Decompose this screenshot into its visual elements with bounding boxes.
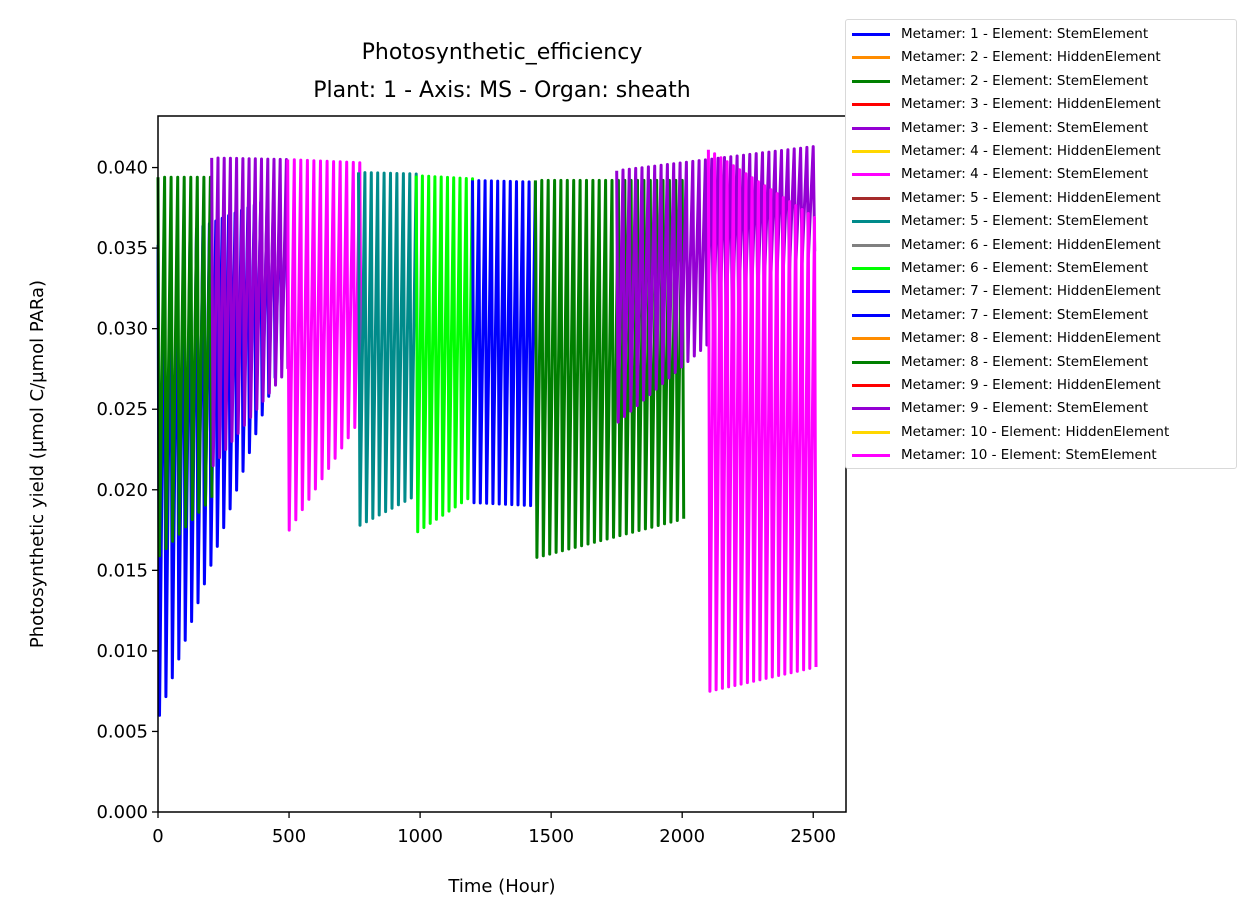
y-tick-label: 0.035 — [96, 238, 148, 259]
legend-item: Metamer: 4 - Element: HiddenElement — [846, 140, 1236, 163]
x-tick-label: 1500 — [528, 826, 574, 847]
legend-item: Metamer: 7 - Element: StemElement — [846, 304, 1236, 327]
legend-swatch — [852, 267, 890, 270]
legend-item: Metamer: 8 - Element: HiddenElement — [846, 327, 1236, 350]
x-tick-label: 2000 — [659, 826, 705, 847]
legend-item: Metamer: 6 - Element: StemElement — [846, 257, 1236, 280]
legend-label: Metamer: 3 - Element: StemElement — [901, 119, 1149, 136]
legend-item: Metamer: 10 - Element: StemElement — [846, 444, 1236, 467]
legend-swatch — [852, 196, 890, 200]
legend-item: Metamer: 5 - Element: HiddenElement — [846, 187, 1236, 210]
legend-label: Metamer: 6 - Element: StemElement — [901, 260, 1149, 276]
legend-item: Metamer: 2 - Element: HiddenElement — [846, 46, 1236, 69]
legend-label: Metamer: 6 - Element: HiddenElement — [901, 236, 1161, 253]
legend-swatch — [852, 360, 890, 364]
legend-item: Metamer: 5 - Element: StemElement — [846, 210, 1236, 233]
legend-swatch — [852, 126, 890, 130]
legend-swatch — [852, 56, 890, 60]
legend-label: Metamer: 4 - Element: StemElement — [901, 166, 1149, 183]
legend-item: Metamer: 8 - Element: StemElement — [846, 351, 1236, 374]
legend-label: Metamer: 9 - Element: StemElement — [901, 400, 1149, 417]
y-tick-label: 0.000 — [96, 802, 148, 823]
series-layer — [156, 145, 818, 717]
legend-label: Metamer: 2 - Element: HiddenElement — [901, 49, 1161, 66]
legend-swatch — [852, 103, 890, 107]
legend-label: Metamer: 10 - Element: StemElement — [901, 447, 1157, 464]
legend-label: Metamer: 8 - Element: HiddenElement — [901, 330, 1161, 347]
legend-label: Metamer: 2 - Element: StemElement — [901, 72, 1149, 89]
legend-label: Metamer: 4 - Element: HiddenElement — [901, 143, 1161, 159]
y-tick-label: 0.010 — [96, 641, 148, 662]
legend-item: Metamer: 2 - Element: StemElement — [846, 70, 1236, 93]
legend-swatch — [852, 454, 890, 458]
legend-swatch — [852, 79, 890, 83]
series-line-15 — [533, 178, 686, 559]
series-line-19 — [706, 149, 818, 693]
x-tick-label: 2500 — [790, 826, 836, 847]
y-tick-label: 0.015 — [96, 560, 148, 581]
x-axis-label: Time (Hour) — [447, 876, 555, 897]
legend-label: Metamer: 3 - Element: HiddenElement — [901, 96, 1161, 113]
chart-title: Photosynthetic_efficiency — [362, 40, 643, 65]
legend-swatch — [852, 407, 890, 411]
legend-swatch — [852, 313, 890, 317]
legend-item: Metamer: 3 - Element: StemElement — [846, 117, 1236, 140]
legend-item: Metamer: 7 - Element: HiddenElement — [846, 280, 1236, 303]
x-tick-label: 1000 — [397, 826, 443, 847]
legend-item: Metamer: 9 - Element: StemElement — [846, 397, 1236, 420]
legend-swatch — [852, 150, 890, 153]
legend-label: Metamer: 8 - Element: StemElement — [901, 353, 1149, 370]
y-tick-label: 0.005 — [96, 721, 148, 742]
series-line-5 — [210, 156, 290, 468]
legend-item: Metamer: 1 - Element: StemElement — [846, 23, 1236, 46]
y-tick-label: 0.025 — [96, 399, 148, 420]
legend-label: Metamer: 1 - Element: StemElement — [901, 26, 1149, 42]
legend-swatch — [852, 220, 890, 224]
legend: Metamer: 1 - Element: StemElement Metamer… — [845, 19, 1237, 469]
legend-item: Metamer: 6 - Element: HiddenElement — [846, 234, 1236, 257]
legend-swatch — [852, 384, 890, 387]
legend-item: Metamer: 9 - Element: HiddenElement — [846, 374, 1236, 397]
y-tick-label: 0.040 — [96, 158, 148, 179]
legend-label: Metamer: 10 - Element: HiddenElement — [901, 423, 1170, 440]
series-line-13 — [471, 179, 539, 508]
series-line-11 — [414, 174, 476, 534]
legend-label: Metamer: 7 - Element: HiddenElement — [901, 283, 1161, 300]
x-tick-label: 500 — [272, 826, 306, 847]
x-tick-label: 0 — [152, 826, 163, 847]
y-tick-label: 0.020 — [96, 480, 148, 501]
chart-subtitle: Plant: 1 - Axis: MS - Organ: sheath — [313, 78, 690, 103]
y-axis-label: Photosynthetic yield (µmol C/µmol PARa) — [27, 280, 48, 648]
legend-label: Metamer: 7 - Element: StemElement — [901, 306, 1149, 323]
y-tick-label: 0.030 — [96, 319, 148, 340]
legend-label: Metamer: 5 - Element: HiddenElement — [901, 189, 1161, 206]
legend-swatch — [852, 243, 890, 247]
legend-label: Metamer: 5 - Element: StemElement — [901, 213, 1149, 230]
series-line-3 — [156, 175, 214, 558]
legend-swatch — [852, 33, 890, 36]
series-line-7 — [286, 158, 363, 532]
legend-item: Metamer: 10 - Element: HiddenElement — [846, 421, 1236, 444]
legend-item: Metamer: 3 - Element: HiddenElement — [846, 93, 1236, 116]
legend-swatch — [852, 290, 890, 294]
axes-layer: 0 500 1000 1500 2000 2500 0.000 0.005 0.010 0.015… — [96, 158, 836, 847]
legend-swatch — [852, 337, 890, 341]
series-line-9 — [357, 171, 420, 527]
legend-label: Metamer: 9 - Element: HiddenElement — [901, 377, 1161, 393]
legend-item: Metamer: 4 - Element: StemElement — [846, 163, 1236, 186]
legend-swatch — [852, 430, 890, 434]
legend-swatch — [852, 173, 890, 177]
